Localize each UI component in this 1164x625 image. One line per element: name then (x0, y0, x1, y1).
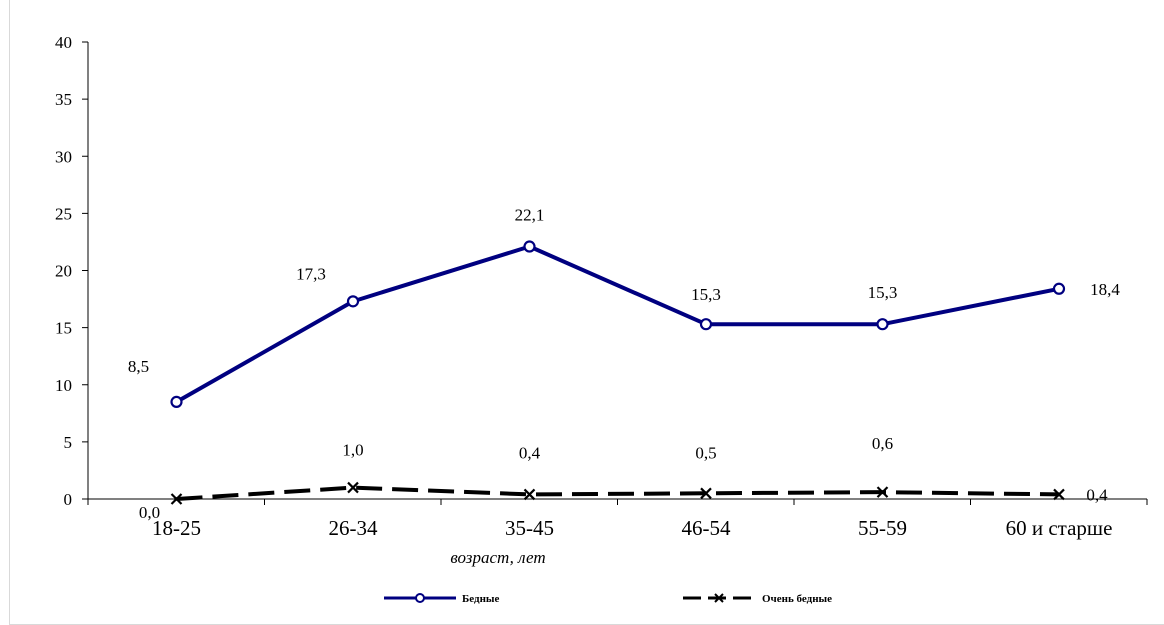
y-tick-label: 20 (55, 262, 72, 281)
series-poor-point (523, 240, 536, 253)
series-poor-point (346, 295, 360, 308)
legend: Бедные Очень бедные (384, 593, 832, 605)
x-axis-title: возраст, лет (450, 548, 545, 567)
series-poor-point (876, 318, 889, 331)
series-very-poor-point (700, 487, 712, 500)
series-poor-point (170, 395, 183, 408)
series-very-poor-point (523, 488, 536, 501)
legend-very-poor-swatch-marker (714, 593, 724, 603)
series-very-poor-data-label: 0,4 (519, 443, 541, 462)
y-tick-label: 35 (55, 90, 72, 109)
x-axis-categories: 18-25 26-34 35-45 46-54 55-59 60 и старше (87, 499, 1148, 540)
series-poor-line (175, 244, 1060, 404)
series-very-poor-data-label: 0,4 (1086, 485, 1108, 504)
x-category-label: 18-25 (152, 516, 201, 540)
y-tick-label: 5 (64, 433, 73, 452)
x-category-label: 26-34 (329, 516, 378, 540)
x-category-label: 55-59 (858, 516, 907, 540)
legend-poor-swatch-marker (415, 593, 425, 603)
series-very-poor-data-label: 0,5 (695, 443, 716, 462)
series-very-poor-data-label: 0,0 (139, 503, 160, 522)
y-tick-label: 15 (55, 319, 72, 338)
y-axis-ticks: 0 5 10 15 20 25 30 35 40 (55, 33, 88, 509)
series-poor-data-label: 8,5 (128, 357, 149, 376)
x-category-label: 35-45 (505, 516, 554, 540)
y-tick-label: 25 (55, 204, 72, 223)
y-tick-label: 10 (55, 376, 72, 395)
x-category-label: 46-54 (682, 516, 731, 540)
series-poor-data-label: 18,4 (1090, 280, 1120, 299)
series-very-poor-point (347, 481, 359, 494)
y-tick-label: 30 (55, 147, 72, 166)
series-poor-point (699, 318, 713, 331)
series-very-poor-data-label: 0,6 (872, 434, 893, 453)
series-poor-data-label: 22,1 (515, 206, 545, 225)
series-poor-point (1052, 282, 1066, 295)
series-very-poor-line (176, 485, 1060, 501)
legend-very-poor-label: Очень бедные (762, 593, 832, 605)
legend-poor-label: Бедные (462, 593, 500, 605)
series-poor-data-label: 17,3 (296, 264, 326, 283)
series-very-poor-data-label: 1,0 (342, 441, 363, 460)
series-poor-data-label: 15,3 (868, 283, 898, 302)
frame-border-left (9, 0, 10, 625)
series-layer: 8,5 17,3 22,1 15,3 15,3 18,4 0,0 1,0 0,4 0,5 0,6 0,… (128, 206, 1121, 522)
series-very-poor-point (876, 486, 889, 498)
series-poor-data-label: 15,3 (691, 285, 721, 304)
series-very-poor-point (1053, 488, 1065, 501)
x-category-label: 60 и старше (1006, 516, 1113, 540)
y-tick-label: 40 (55, 33, 72, 52)
y-tick-label: 0 (64, 490, 73, 509)
series-very-poor-point (170, 493, 183, 505)
axes (87, 42, 1147, 500)
